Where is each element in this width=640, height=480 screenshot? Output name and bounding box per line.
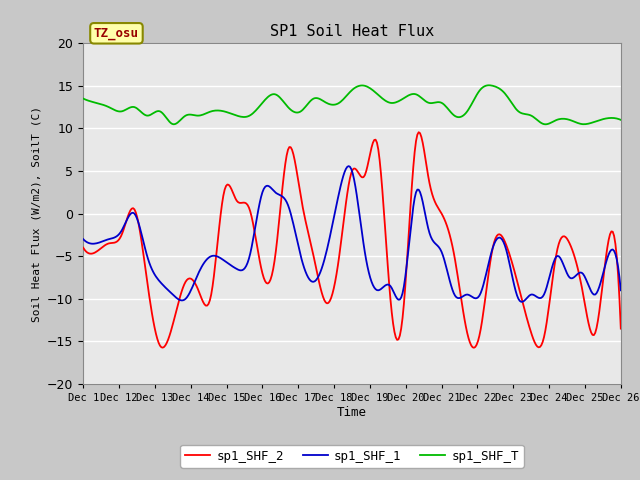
sp1_SHF_T: [255, 105, 262, 110]
sp1_SHF_2: [617, 326, 625, 332]
sp1_SHF_2: [415, 129, 422, 135]
sp1_SHF_1: [468, 294, 476, 300]
Line: sp1_SHF_2: sp1_SHF_2: [83, 132, 621, 348]
Line: sp1_SHF_T: sp1_SHF_T: [83, 85, 621, 124]
X-axis label: Time: Time: [337, 406, 367, 419]
sp1_SHF_T: [79, 96, 87, 101]
sp1_SHF_1: [255, 207, 262, 213]
sp1_SHF_T: [617, 117, 625, 123]
Y-axis label: Soil Heat Flux (W/m2), SoilT (C): Soil Heat Flux (W/m2), SoilT (C): [31, 106, 42, 322]
sp1_SHF_2: [470, 345, 478, 350]
sp1_SHF_1: [144, 255, 152, 261]
sp1_SHF_2: [79, 245, 87, 251]
sp1_SHF_2: [255, 251, 262, 256]
sp1_SHF_1: [617, 288, 625, 293]
sp1_SHF_1: [345, 163, 353, 169]
sp1_SHF_T: [467, 102, 475, 108]
sp1_SHF_T: [144, 113, 152, 119]
sp1_SHF_T: [470, 97, 478, 103]
Text: TZ_osu: TZ_osu: [94, 27, 139, 40]
sp1_SHF_1: [472, 295, 479, 301]
sp1_SHF_T: [417, 95, 425, 101]
Title: SP1 Soil Heat Flux: SP1 Soil Heat Flux: [270, 24, 434, 39]
sp1_SHF_1: [292, 233, 300, 239]
sp1_SHF_2: [292, 165, 300, 170]
Legend: sp1_SHF_2, sp1_SHF_1, sp1_SHF_T: sp1_SHF_2, sp1_SHF_1, sp1_SHF_T: [180, 445, 524, 468]
sp1_SHF_1: [419, 199, 427, 205]
sp1_SHF_2: [144, 284, 152, 289]
sp1_SHF_1: [518, 299, 526, 305]
sp1_SHF_2: [419, 140, 427, 146]
sp1_SHF_2: [468, 344, 476, 350]
Line: sp1_SHF_1: sp1_SHF_1: [83, 166, 621, 302]
sp1_SHF_T: [292, 109, 300, 115]
sp1_SHF_T: [541, 121, 549, 127]
sp1_SHF_T: [485, 83, 493, 88]
sp1_SHF_1: [79, 236, 87, 242]
sp1_SHF_2: [473, 342, 481, 348]
